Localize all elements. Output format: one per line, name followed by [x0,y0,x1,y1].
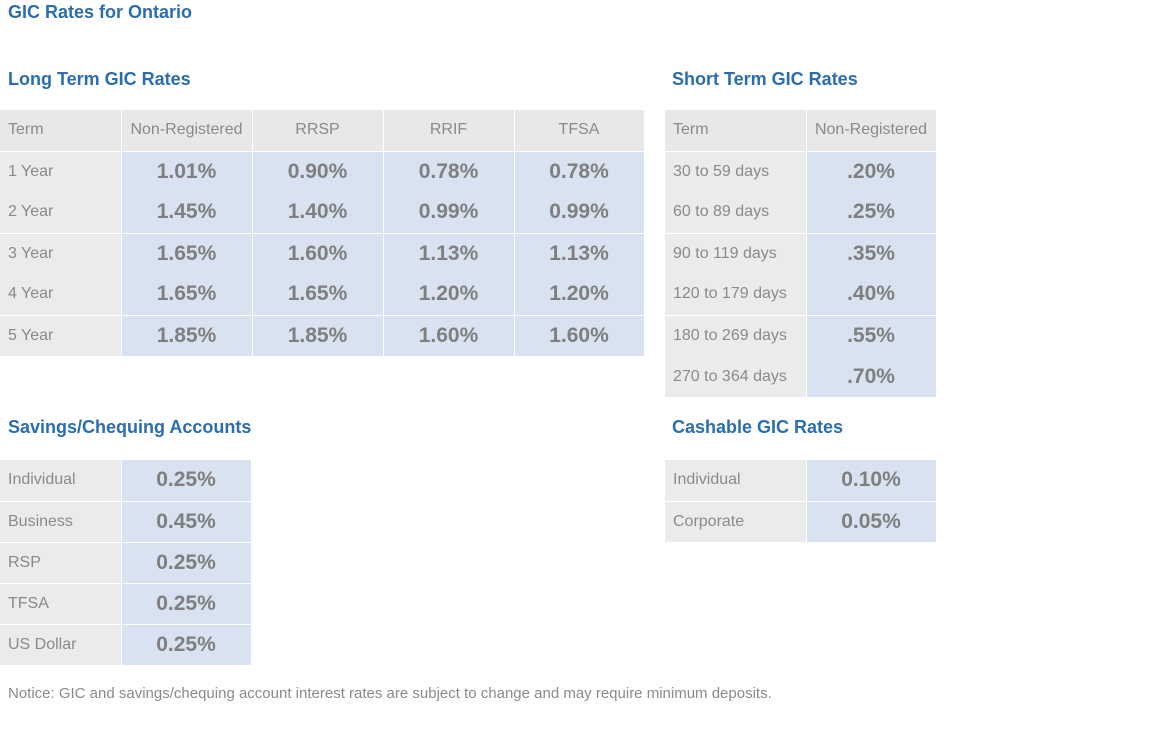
rate-value: 0.25% [121,542,252,584]
term-label: 30 to 59 days [665,151,807,192]
rate-value: 1.85% [121,315,253,356]
short-term-table: Term Non-Registered 30 to 59 days .20% 6… [665,110,937,397]
rate-value: 1.13% [514,233,645,274]
rate-value: 1.60% [383,315,515,356]
savings-table: Individual 0.25% Business 0.45% RSP 0.25… [0,460,252,665]
cashable-title: Cashable GIC Rates [672,417,844,437]
table-row: 5 Year 1.85% 1.85% 1.60% 1.60% [0,315,645,356]
column-header-rrsp: RRSP [252,110,384,152]
rate-value: 1.65% [121,233,253,274]
table-row: RSP 0.25% [0,542,252,584]
rate-value: 0.99% [514,192,645,234]
rate-value: 1.13% [383,233,515,274]
table-row: 60 to 89 days .25% [665,192,937,234]
term-label: 270 to 364 days [665,356,807,397]
column-header-term: Term [0,110,122,152]
table-row: 30 to 59 days .20% [665,151,937,192]
term-label: 3 Year [0,233,122,274]
rate-value: 0.78% [383,151,515,192]
cashable-table: Individual 0.10% Corporate 0.05% [665,460,937,542]
table-row: TFSA 0.25% [0,583,252,625]
rate-value: 0.05% [806,501,937,542]
rate-value: 0.25% [121,460,252,502]
column-header-rrif: RRIF [383,110,515,152]
rate-value: 0.99% [383,192,515,234]
table-row: 90 to 119 days .35% [665,233,937,274]
page-title: GIC Rates for Ontario [8,2,193,22]
rate-value: 1.40% [252,192,384,234]
table-row: Individual 0.10% [665,460,937,502]
column-header-non-registered: Non-Registered [806,110,937,152]
table-row: Corporate 0.05% [665,501,937,542]
rate-value: 0.78% [514,151,645,192]
rate-value: 1.65% [252,274,384,316]
account-label: US Dollar [0,624,122,665]
term-label: 1 Year [0,151,122,192]
account-label: Corporate [665,501,807,542]
table-row: Individual 0.25% [0,460,252,502]
rate-value: .25% [806,192,937,234]
account-label: RSP [0,542,122,584]
table-header-row: Term Non-Registered [665,110,937,152]
rate-value: 1.20% [383,274,515,316]
column-header-tfsa: TFSA [514,110,645,152]
rate-value: 1.45% [121,192,253,234]
table-row: 270 to 364 days .70% [665,356,937,397]
table-header-row: Term Non-Registered RRSP RRIF TFSA [0,110,645,152]
term-label: 5 Year [0,315,122,356]
rate-value: 0.45% [121,501,252,543]
rate-value: .55% [806,315,937,356]
rate-value: 1.85% [252,315,384,356]
long-term-table: Term Non-Registered RRSP RRIF TFSA 1 Yea… [0,110,645,356]
rates-notice: Notice: GIC and savings/chequing account… [8,685,772,702]
term-label: 180 to 269 days [665,315,807,356]
term-label: 120 to 179 days [665,274,807,316]
term-label: 60 to 89 days [665,192,807,234]
table-row: 3 Year 1.65% 1.60% 1.13% 1.13% [0,233,645,274]
term-label: 4 Year [0,274,122,316]
rate-value: 1.60% [252,233,384,274]
rate-value: 0.25% [121,624,252,665]
rate-value: .20% [806,151,937,192]
column-header-non-registered: Non-Registered [121,110,253,152]
rate-value: .70% [806,356,937,397]
term-label: 2 Year [0,192,122,234]
term-label: 90 to 119 days [665,233,807,274]
table-row: 2 Year 1.45% 1.40% 0.99% 0.99% [0,192,645,234]
table-row: 1 Year 1.01% 0.90% 0.78% 0.78% [0,151,645,192]
table-row: 180 to 269 days .55% [665,315,937,356]
rate-value: 0.10% [806,460,937,502]
account-label: Business [0,501,122,543]
rate-value: 0.25% [121,583,252,625]
table-row: 120 to 179 days .40% [665,274,937,316]
table-row: Business 0.45% [0,501,252,543]
short-term-title: Short Term GIC Rates [672,69,858,89]
rate-value: 0.90% [252,151,384,192]
table-row: 4 Year 1.65% 1.65% 1.20% 1.20% [0,274,645,316]
table-row: US Dollar 0.25% [0,624,252,665]
rate-value: 1.65% [121,274,253,316]
account-label: Individual [0,460,122,502]
rate-value: .35% [806,233,937,274]
account-label: Individual [665,460,807,502]
rate-value: 1.20% [514,274,645,316]
column-header-term: Term [665,110,807,152]
rate-value: 1.60% [514,315,645,356]
rate-value: .40% [806,274,937,316]
rate-value: 1.01% [121,151,253,192]
account-label: TFSA [0,583,122,625]
long-term-title: Long Term GIC Rates [8,69,191,89]
savings-title: Savings/Chequing Accounts [8,417,252,437]
